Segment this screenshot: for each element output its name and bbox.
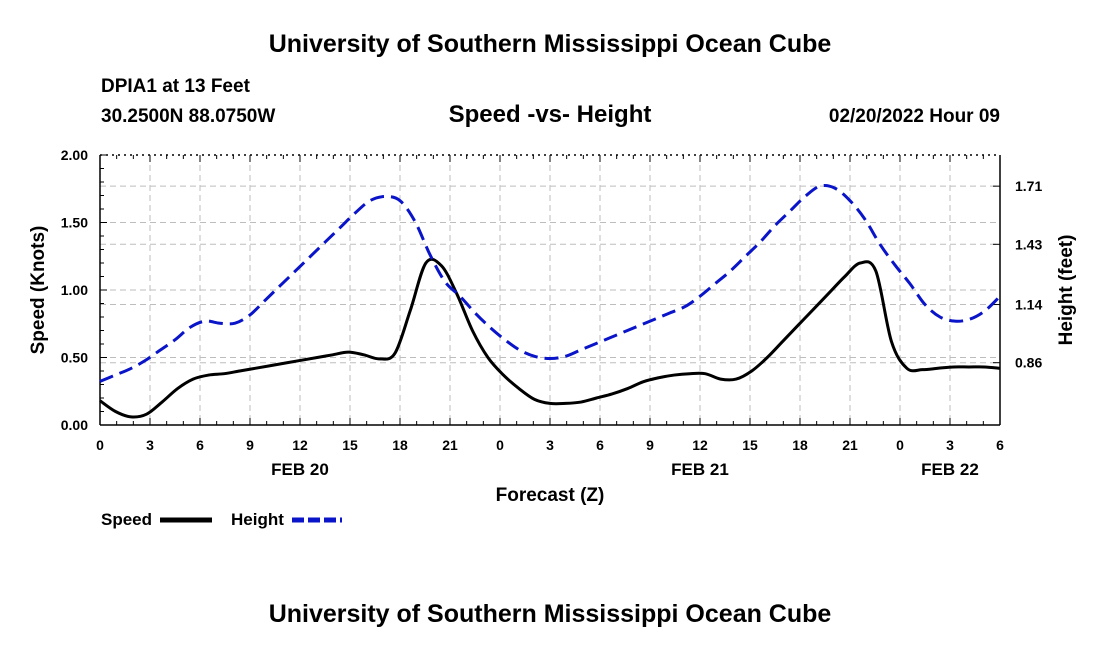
y-tick-label-left: 1.50 — [61, 215, 88, 231]
x-tick-label: 9 — [646, 437, 654, 453]
x-tick-label: 12 — [692, 437, 708, 453]
x-tick-label: 21 — [442, 437, 458, 453]
chart-subtitle: Speed -vs- Height — [448, 101, 652, 128]
x-tick-label: 0 — [496, 437, 504, 453]
legend-label-speed: Speed — [101, 510, 152, 529]
x-tick-label: 0 — [896, 437, 904, 453]
x-tick-label: 15 — [742, 437, 758, 453]
y-tick-label-right: 1.43 — [1015, 236, 1042, 252]
grid — [100, 155, 1000, 425]
y-tick-label-right: 0.86 — [1015, 355, 1042, 371]
axes — [99, 154, 1001, 426]
y-tick-label-right: 1.14 — [1015, 297, 1042, 313]
station-name: DPIA1 at 13 Feet — [101, 76, 250, 97]
x-tick-label: 0 — [96, 437, 104, 453]
x-tick-label: 21 — [842, 437, 858, 453]
legend: Speed Height — [101, 510, 342, 529]
legend-label-height: Height — [231, 510, 284, 529]
page-title-bottom: University of Southern Mississippi Ocean… — [268, 600, 832, 628]
series-group — [99, 184, 1002, 419]
y-axis-label-left: Speed (Knots) — [28, 226, 49, 355]
x-tick-label: 3 — [546, 437, 554, 453]
day-label: FEB 22 — [921, 460, 979, 479]
x-tick-label: 18 — [392, 437, 408, 453]
x-tick-label: 6 — [996, 437, 1004, 453]
y-axis-label-right: Height (feet) — [1056, 235, 1077, 346]
y-tick-label-left: 0.00 — [61, 417, 88, 433]
y-tick-label-right: 1.71 — [1015, 178, 1042, 194]
x-tick-label: 3 — [946, 437, 954, 453]
x-tick-label: 6 — [596, 437, 604, 453]
x-tick-label: 18 — [792, 437, 808, 453]
x-axis-label: Forecast (Z) — [496, 485, 605, 506]
y-tick-label-left: 1.00 — [61, 282, 88, 298]
x-tick-label: 3 — [146, 437, 154, 453]
x-tick-label: 6 — [196, 437, 204, 453]
day-label: FEB 20 — [271, 460, 329, 479]
x-tick-label: 9 — [246, 437, 254, 453]
y-tick-label-left: 0.50 — [61, 350, 88, 366]
station-coordinates: 30.2500N 88.0750W — [101, 106, 276, 127]
day-label: FEB 21 — [671, 460, 729, 479]
series-line-speed — [99, 257, 1001, 419]
y-tick-label-left: 2.00 — [61, 147, 88, 163]
x-tick-label: 12 — [292, 437, 308, 453]
tick-labels: 0 3 6 9 12 15 18 21 0 3 6 9 12 15 18 21 0 3 6 FEB 20 FEB 21 F… — [28, 147, 1077, 506]
forecast-datetime: 02/20/2022 Hour 09 — [828, 106, 1000, 127]
page-title: University of Southern Mississippi Ocean… — [268, 30, 832, 58]
x-tick-label: 15 — [342, 437, 358, 453]
series-line-height — [99, 184, 1002, 383]
